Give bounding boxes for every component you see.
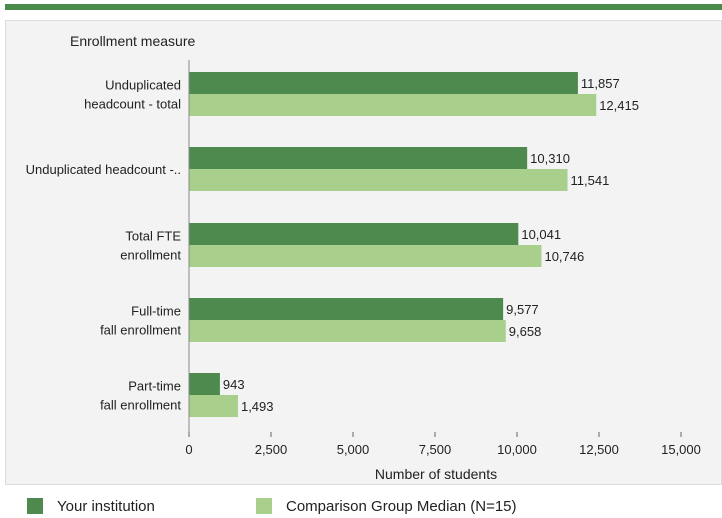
x-axis: 0 2,500 5,000 7,500 10,000 12,500 15,000 [185, 60, 701, 457]
category-label: fall enrollment [100, 398, 181, 413]
x-tick-label: 2,500 [255, 442, 288, 457]
bar-value-label: 10,310 [530, 151, 570, 166]
bar-comparison-group[interactable] [189, 320, 506, 342]
category-label: Total FTE [125, 229, 181, 244]
bar-your-institution[interactable] [189, 373, 220, 395]
x-tick-label: 12,500 [579, 442, 619, 457]
x-tick-label: 5,000 [337, 442, 370, 457]
legend-label-comparison-group: Comparison Group Median (N=15) [286, 498, 517, 515]
legend-swatch-your-institution [27, 498, 43, 514]
bar-your-institution[interactable] [189, 223, 519, 245]
x-axis-label: Number of students [375, 466, 497, 482]
bar-value-label: 11,857 [581, 76, 620, 91]
legend-swatch-comparison-group [256, 498, 272, 514]
bar-value-label: 11,541 [571, 173, 610, 188]
bar-comparison-group[interactable] [189, 169, 568, 191]
category-labels: Unduplicated headcount - total Unduplicate… [26, 78, 182, 413]
bar-comparison-group[interactable] [189, 245, 542, 267]
x-tick-label: 0 [185, 442, 192, 457]
category-label: Full-time [131, 304, 181, 319]
category-label: fall enrollment [100, 323, 181, 338]
bar-value-label: 10,041 [521, 227, 561, 242]
bar-comparison-group[interactable] [189, 94, 597, 116]
bar-value-label: 9,577 [506, 302, 539, 317]
bar-value-label: 9,658 [509, 324, 542, 339]
category-label: Part-time [128, 379, 181, 394]
category-label: enrollment [120, 248, 181, 263]
legend-label-your-institution: Your institution [57, 498, 155, 515]
bar-value-label: 1,493 [241, 399, 274, 414]
bar-your-institution[interactable] [189, 72, 578, 94]
bar-value-label: 943 [223, 377, 245, 392]
bar-comparison-group[interactable] [189, 395, 238, 417]
bar-your-institution[interactable] [189, 298, 504, 320]
category-label: Unduplicated [105, 78, 181, 93]
chart-title: Enrollment measure [70, 33, 195, 49]
legend: Your institution Comparison Group Median… [0, 490, 722, 518]
x-tick-label: 15,000 [661, 442, 701, 457]
category-label: Unduplicated headcount -.. [26, 162, 181, 177]
category-label: headcount - total [84, 97, 181, 112]
bar-value-label: 10,746 [544, 249, 584, 264]
bar-value-label: 12,415 [599, 98, 639, 113]
x-tick-label: 10,000 [497, 442, 537, 457]
bar-chart: Enrollment measure 11,857 12,415 10,31011,… [26, 33, 701, 482]
bar-your-institution[interactable] [189, 147, 528, 169]
x-tick-label: 7,500 [419, 442, 452, 457]
top-accent-bar [5, 4, 722, 10]
